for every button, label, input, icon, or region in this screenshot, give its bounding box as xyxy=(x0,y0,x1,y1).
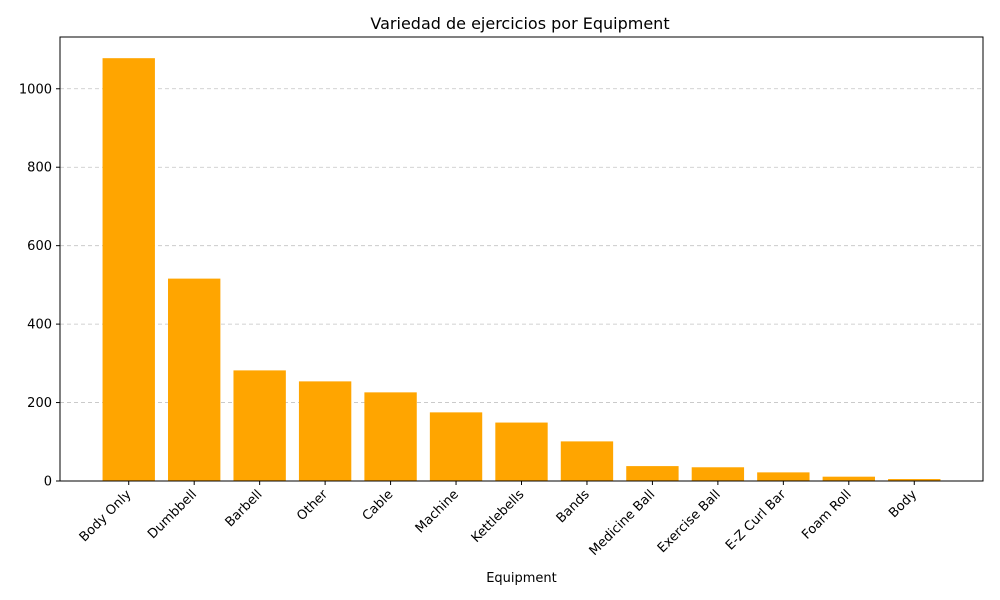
bar xyxy=(102,58,155,482)
x-tick-label: E-Z Curl Bar xyxy=(723,487,790,554)
bar xyxy=(691,467,745,481)
x-tick-label: Cable xyxy=(360,487,397,524)
x-tick-label: Exercise Ball xyxy=(655,487,724,556)
x-tick-label: Body Only xyxy=(77,487,135,545)
bars xyxy=(102,58,941,482)
x-tick-label: Other xyxy=(294,487,331,524)
bar xyxy=(364,392,417,481)
x-tick-label: Barbell xyxy=(223,487,266,530)
x-axis-ticks: Body Only Dumbbell Barbell Other Cable Machin… xyxy=(77,481,920,559)
y-tick-label: 0 xyxy=(44,475,52,490)
x-tick-label: Foam Roll xyxy=(799,487,854,542)
bar xyxy=(168,278,221,481)
y-tick-label: 600 xyxy=(27,239,52,254)
y-tick-label: 800 xyxy=(27,161,52,176)
bar xyxy=(888,479,941,481)
x-tick-label: Bands xyxy=(554,487,593,526)
x-axis-label: Equipment xyxy=(486,571,557,586)
x-tick-label: Dumbbell xyxy=(145,487,200,542)
bar xyxy=(560,441,614,481)
y-tick-label: 400 xyxy=(27,318,52,333)
bar xyxy=(626,466,679,481)
bar xyxy=(233,370,286,481)
y-axis-ticks: 0 200 400 600 800 1000 xyxy=(19,82,60,490)
bar xyxy=(298,381,352,481)
x-tick-label: Kettlebells xyxy=(469,487,528,546)
x-tick-label: Body xyxy=(886,487,920,521)
y-tick-label: 1000 xyxy=(19,82,52,97)
y-tick-label: 200 xyxy=(27,396,52,411)
x-tick-label: Machine xyxy=(413,487,462,536)
chart-title: Variedad de ejercicios por Equipment xyxy=(370,14,669,33)
bar xyxy=(429,412,483,481)
x-tick-label: Medicine Ball xyxy=(587,487,659,559)
bar xyxy=(822,476,875,481)
bar xyxy=(495,422,548,481)
bar xyxy=(757,472,810,481)
